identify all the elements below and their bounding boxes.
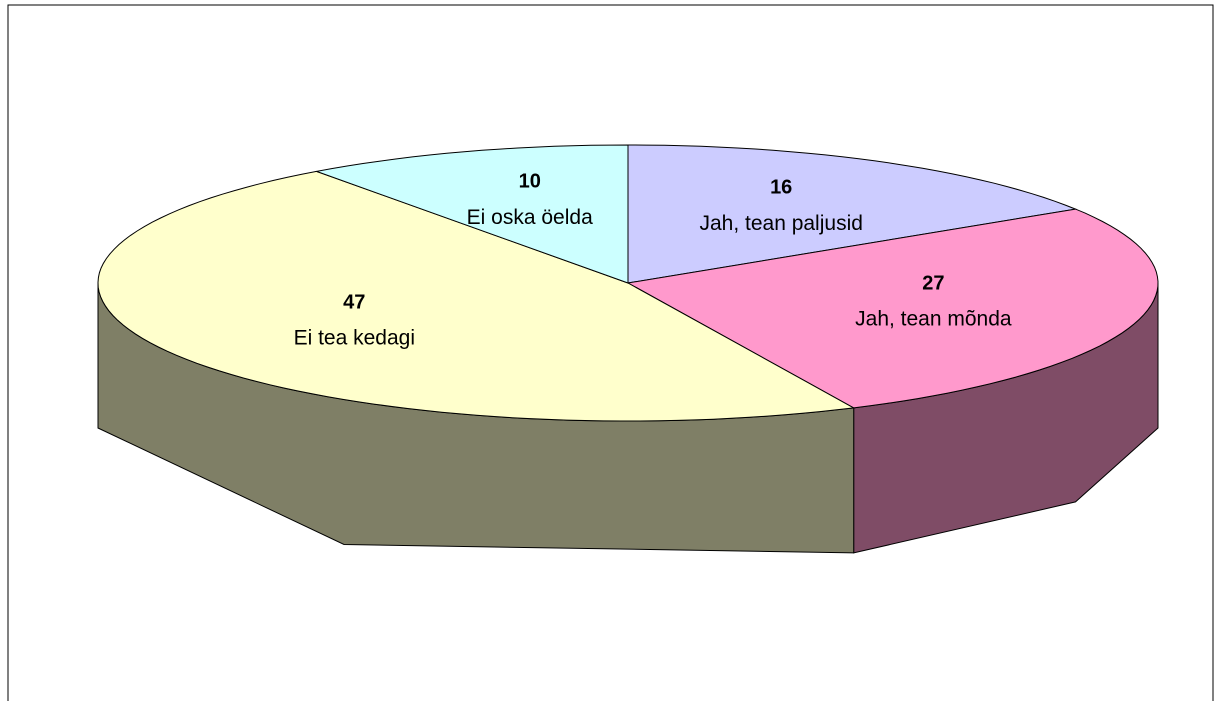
data-label: 10 (519, 171, 541, 193)
pie-slice (314, 144, 629, 284)
pie-slice (626, 208, 1159, 409)
slice-label: Jah, tean mõnda (855, 308, 1012, 331)
pie-slice (97, 170, 856, 422)
data-label: 16 (770, 177, 792, 199)
slice-label: Ei tea kedagi (294, 327, 415, 350)
pie-slice (627, 144, 1078, 284)
data-label: 47 (343, 291, 365, 313)
slice-label: Jah, tean paljusid (699, 212, 862, 235)
slice-label: Ei oska öelda (467, 206, 593, 229)
chart-frame (7, 4, 1214, 701)
data-label: 27 (922, 272, 944, 294)
